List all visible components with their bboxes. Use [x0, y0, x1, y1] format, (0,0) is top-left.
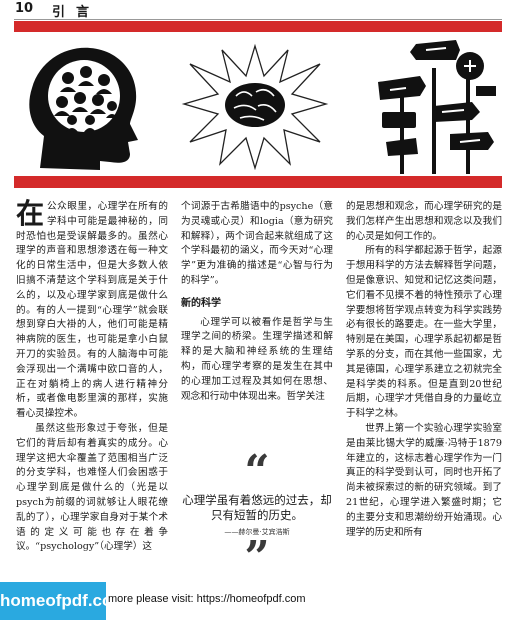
watermark-logo[interactable]: homeofpdf.com [0, 582, 128, 620]
top-red-bar [14, 21, 502, 32]
paragraph: 在公众眼里，心理学在所有的学科中可能是最神秘的，同时恐怕也是受误解最多的。虽然心… [16, 200, 168, 422]
section-title: 引言 [52, 5, 101, 20]
head-with-faces-icon [22, 40, 142, 172]
running-header: 10 引言 [0, 0, 516, 22]
text-column-2: 个词源于古希腊语中的psyche（意为灵魂或心灵）和logia（意为研究和解释）… [181, 200, 333, 404]
watermark-link-text[interactable]: more please visit: https://homeofpdf.com [108, 593, 306, 605]
paragraph: 心理学可以被看作是哲学与生理学之间的桥梁。生理学描述和解释的是大脑和神经系统的生… [181, 316, 333, 402]
pull-quote: “ 心理学虽有着悠远的过去，却只有短暂的历史。 ——赫尔曼·艾宾浩斯 ” [181, 446, 333, 590]
open-quote-mark: “ [244, 446, 270, 497]
header-rule [14, 19, 502, 20]
paragraph: 个词源于古希腊语中的psyche（意为灵魂或心灵）和logia（意为研究和解释）… [181, 201, 333, 286]
paragraph: 所有的科学都起源于哲学，起源于想用科学的方法去解释哲学问题，但是像意识、知觉和记… [346, 245, 502, 420]
signposts-icon [376, 38, 498, 174]
paragraph: 世界上第一个实验心理学实验室是由莱比锡大学的威廉·冯特于1879年建立的，这标志… [346, 422, 502, 538]
text-column-1: 在公众眼里，心理学在所有的学科中可能是最神秘的，同时恐怕也是受误解最多的。虽然心… [16, 200, 168, 555]
text-column-3: 的是思想和观念，而心理学研究的是我们怎样产生出思想和观念以及我们的心灵是如何工作… [346, 200, 502, 540]
watermark-strip [106, 578, 516, 622]
watermark-banner: homeofpdf.com more please visit: https:/… [0, 578, 516, 622]
page-number: 10 [15, 1, 34, 16]
bottom-red-bar [14, 176, 502, 188]
drop-cap: 在 [16, 197, 45, 230]
brain-starburst-icon [180, 42, 330, 170]
quote-attribution: ——赫尔曼·艾宾浩斯 [224, 528, 290, 536]
section-subheading: 新的科学 [181, 297, 221, 309]
quote-text: 心理学虽有着悠远的过去，却只有短暂的历史。 [182, 493, 332, 522]
paragraph-text: 公众眼里，心理学在所有的学科中可能是最神秘的，同时恐怕也是受误解最多的。虽然心理… [16, 201, 168, 420]
paragraph: 的是思想和观念，而心理学研究的是我们怎样产生出思想和观念以及我们的心灵是如何工作… [346, 201, 502, 242]
close-quote-mark: ” [244, 532, 270, 583]
paragraph: 虽然这些形象过于夸张，但是它们的背后却有着真实的成分。心理学这把大伞覆盖了范围相… [16, 422, 168, 553]
